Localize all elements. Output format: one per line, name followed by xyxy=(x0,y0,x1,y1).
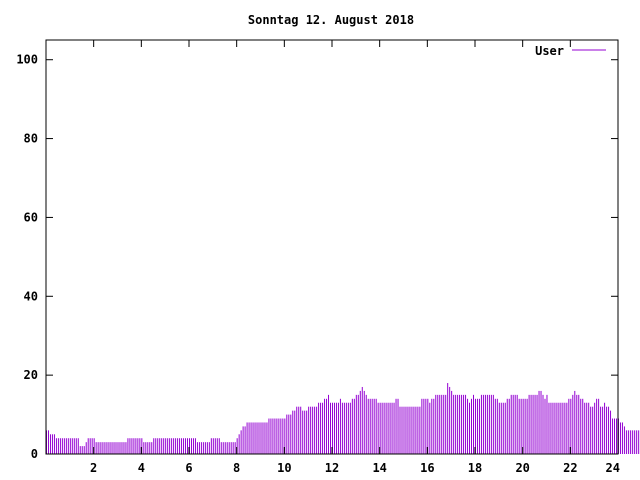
y-tick-label: 0 xyxy=(31,447,38,461)
legend: User xyxy=(535,44,606,58)
y-tick-label: 80 xyxy=(24,132,38,146)
x-tick-label: 4 xyxy=(138,461,145,475)
x-tick-label: 16 xyxy=(420,461,434,475)
plot-frame xyxy=(45,39,619,455)
x-tick-label: 24 xyxy=(606,461,620,475)
y-tick-label: 40 xyxy=(24,289,38,303)
x-tick-label: 2 xyxy=(90,461,97,475)
x-tick-label: 8 xyxy=(233,461,240,475)
x-tick-label: 6 xyxy=(185,461,192,475)
y-axis: 0 20 40 60 80 100 xyxy=(16,53,618,461)
legend-label: User xyxy=(535,44,564,58)
x-tick-label: 20 xyxy=(515,461,529,475)
y-tick-label: 60 xyxy=(24,210,38,224)
x-axis: 2 4 6 8 10 12 14 16 18 20 22 24 xyxy=(90,40,620,475)
x-tick-label: 18 xyxy=(468,461,482,475)
x-tick-label: 12 xyxy=(325,461,339,475)
chart-title: Sonntag 12. August 2018 xyxy=(248,13,414,27)
x-tick-label: 14 xyxy=(372,461,386,475)
y-tick-label: 20 xyxy=(24,368,38,382)
x-tick-label: 10 xyxy=(277,461,291,475)
y-tick-label: 100 xyxy=(16,53,38,67)
bars xyxy=(46,383,640,454)
x-tick-label: 22 xyxy=(563,461,577,475)
